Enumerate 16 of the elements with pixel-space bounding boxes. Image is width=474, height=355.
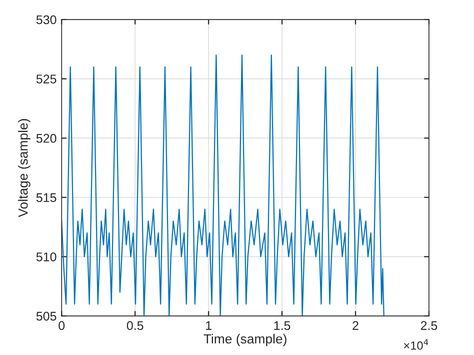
y-tick-label: 515 [36,193,56,202]
x-tick-label: 2.5 [420,321,438,330]
y-tick-label: 505 [36,312,56,321]
y-tick-label: 520 [36,134,56,143]
x-tick-label: 0 [58,321,65,330]
x-tick-label: 1.5 [274,321,290,330]
y-axis-title: Voltage (sample) [18,119,30,218]
x-tick-label: 0.5 [126,321,144,330]
x-tick-label: 2 [352,321,358,330]
y-tick-label: 510 [36,252,56,262]
line-series [62,54,384,316]
y-tick-label: 530 [36,15,56,24]
y-tick-label: 525 [36,74,56,84]
x-axis-title: Time (sample) [204,334,286,346]
x-tick-label: 1 [206,321,212,330]
text: ×10$^{4}$ [404,339,428,350]
